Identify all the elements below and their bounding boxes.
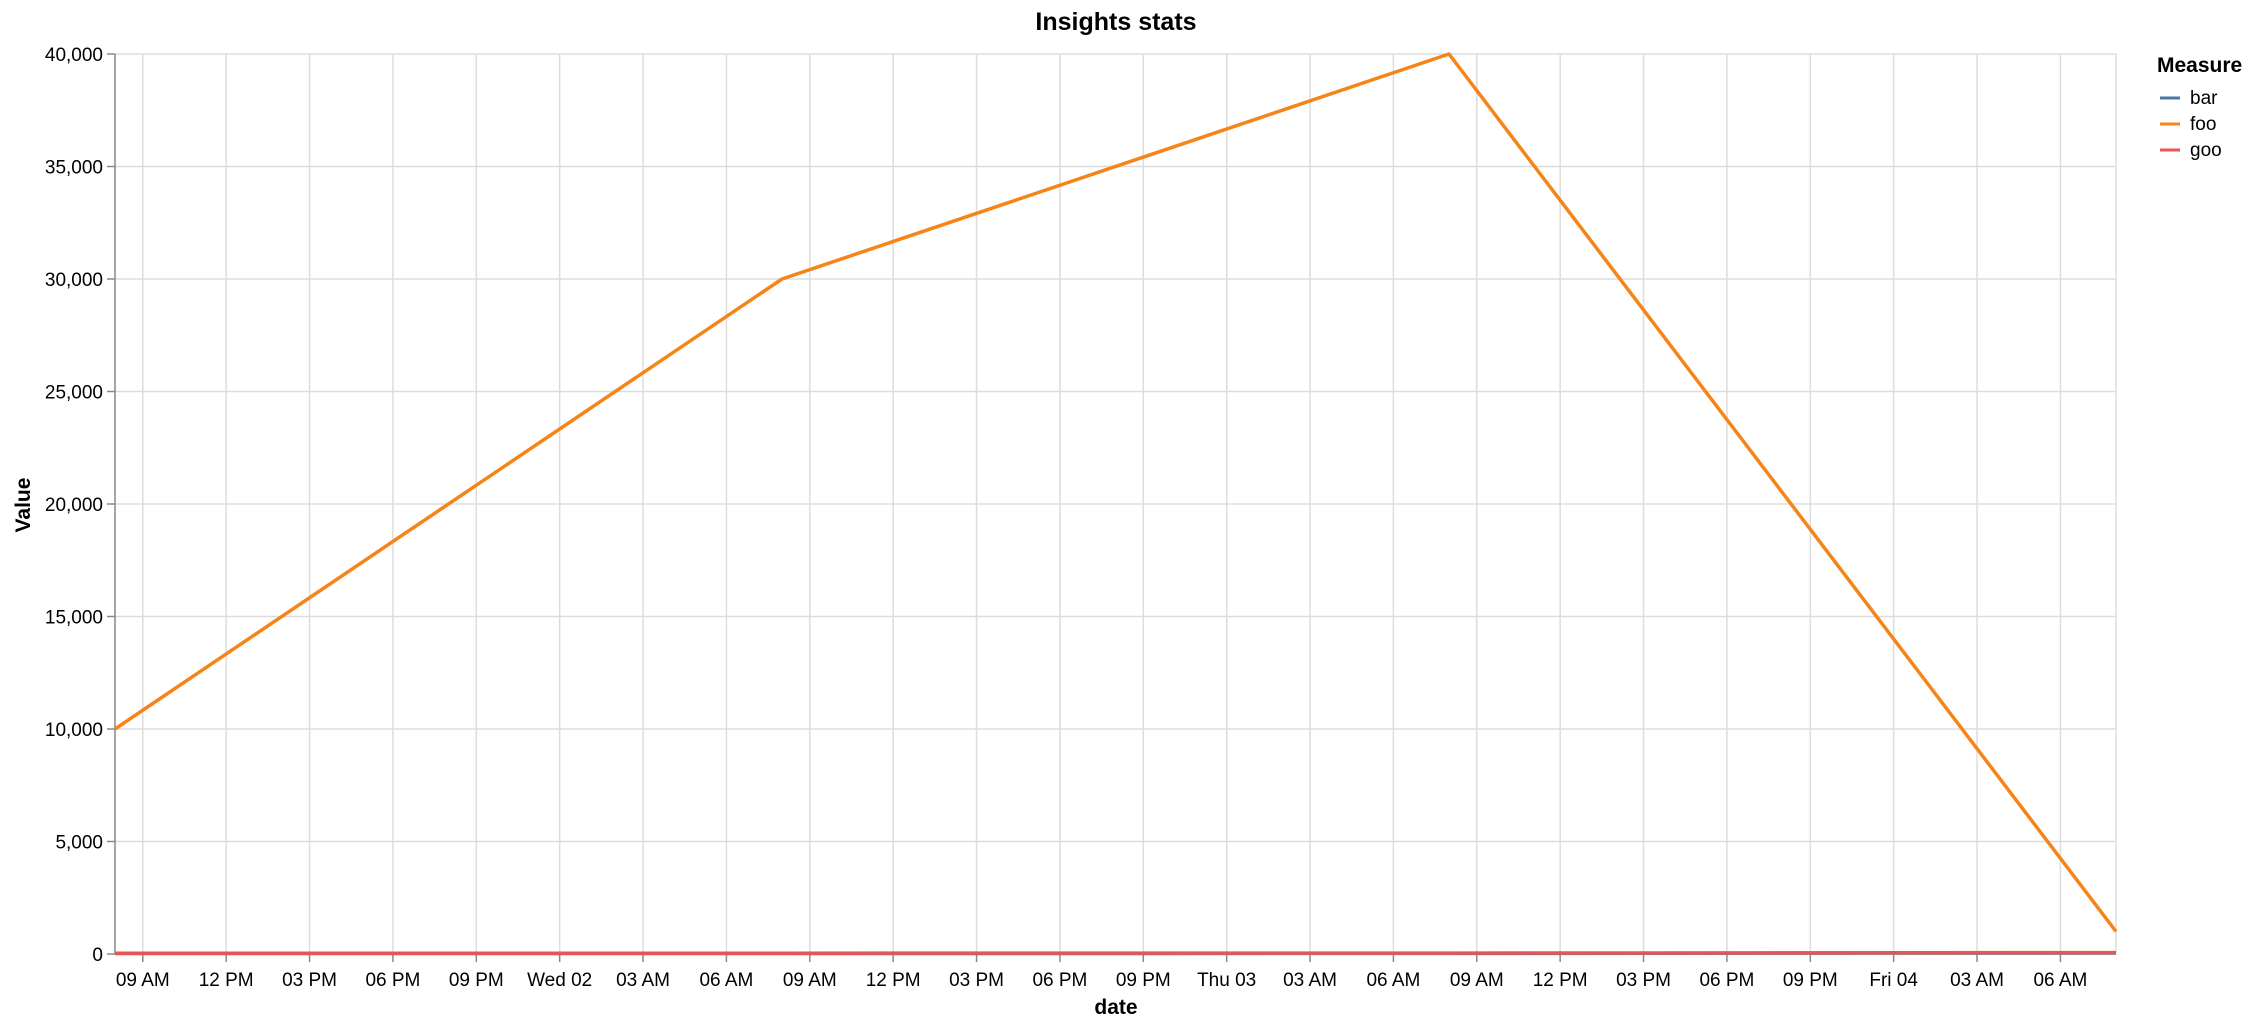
y-tick-label: 20,000 (45, 495, 103, 516)
x-tick-label: 03 AM (1950, 970, 2004, 991)
y-axis-title: Value (12, 478, 35, 533)
y-tick-label: 30,000 (45, 270, 103, 291)
y-tick-label: 5,000 (55, 833, 103, 854)
y-tick-label: 35,000 (45, 158, 103, 179)
y-tick-label: 10,000 (45, 720, 103, 741)
y-tick-label: 15,000 (45, 608, 103, 629)
y-axis: 0 5,000 10,000 15,000 20,000 25,000 30,000 35,0… (45, 45, 116, 966)
y-tick-label: 0 (92, 945, 103, 966)
x-tick-label: 09 AM (783, 970, 837, 991)
legend: Measure bar foo goo (2157, 54, 2242, 161)
x-tick-label: 03 PM (282, 970, 337, 991)
x-tick-label: 09 AM (116, 970, 170, 991)
x-tick-label: 06 PM (1699, 970, 1754, 991)
chart-title: Insights stats (1035, 8, 1196, 36)
x-tick-label: 12 PM (199, 970, 254, 991)
x-tick-label: 06 PM (1032, 970, 1087, 991)
y-tick-label: 25,000 (45, 383, 103, 404)
x-tick-label: 03 PM (1616, 970, 1671, 991)
legend-label-goo: goo (2190, 140, 2222, 161)
gridlines (115, 53, 2117, 955)
legend-label-bar: bar (2190, 88, 2218, 109)
x-tick-label: 03 PM (949, 970, 1004, 991)
x-tick-label: 09 AM (1450, 970, 1504, 991)
legend-title: Measure (2157, 54, 2242, 77)
x-tick-label: 06 AM (699, 970, 753, 991)
x-tick-label: Thu 03 (1197, 970, 1256, 991)
x-tick-label: 03 AM (616, 970, 670, 991)
x-tick-label: 06 PM (365, 970, 420, 991)
x-tick-label: 12 PM (1533, 970, 1588, 991)
series-line-foo (114, 52, 2118, 933)
x-tick-label: 06 AM (1366, 970, 1420, 991)
x-tick-label: 06 AM (2033, 970, 2087, 991)
legend-label-foo: foo (2190, 114, 2216, 135)
x-tick-label: Fri 04 (1869, 970, 1918, 991)
x-tick-label: 09 PM (449, 970, 504, 991)
x-axis: 09 AM 12 PM 03 PM 06 PM 09 PM Wed 02 03 AM 06 A… (115, 953, 2116, 991)
x-axis-title: date (1094, 996, 1137, 1019)
x-tick-label: 09 PM (1116, 970, 1171, 991)
x-tick-label: 12 PM (866, 970, 921, 991)
series-lines (114, 52, 2118, 956)
x-tick-label: 03 AM (1283, 970, 1337, 991)
y-tick-label: 40,000 (45, 45, 103, 66)
x-tick-label: Wed 02 (527, 970, 592, 991)
series-line-goo (114, 950, 2117, 956)
x-tick-label: 09 PM (1783, 970, 1838, 991)
